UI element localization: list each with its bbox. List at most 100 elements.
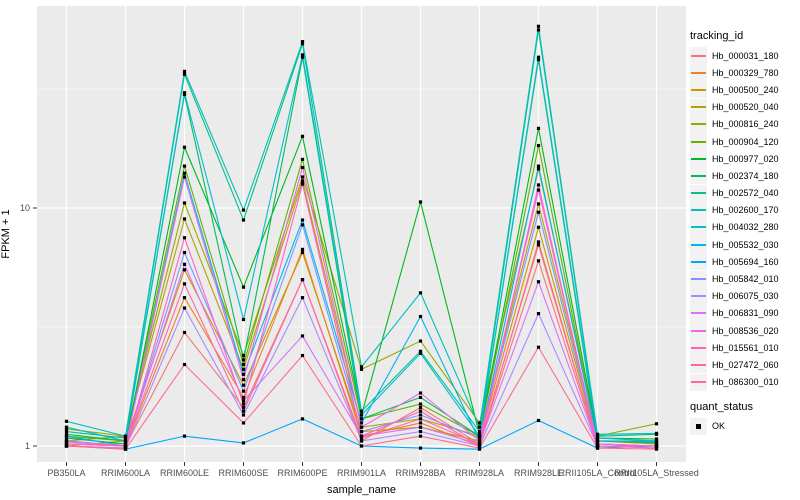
data-point (477, 446, 482, 450)
legend-line-swatch (691, 174, 706, 177)
data-point (359, 425, 364, 429)
data-point (241, 395, 246, 400)
legend-line-swatch (691, 226, 706, 229)
x-tick-label: RRIM600PE (277, 468, 327, 478)
data-point (241, 409, 246, 413)
data-point (418, 425, 423, 429)
data-point (300, 334, 305, 338)
data-point (418, 200, 423, 204)
data-point (536, 126, 541, 131)
quant-entry: OK (690, 417, 800, 435)
data-point (182, 330, 187, 335)
data-point (123, 447, 128, 451)
legend-line-swatch (691, 295, 706, 298)
data-point (300, 55, 305, 59)
legend-key-line-icon (690, 201, 707, 219)
data-point (418, 446, 423, 450)
legend-entries: Hb_000031_180 Hb_000329_780 Hb_000500_240 H… (690, 47, 800, 391)
y-tick-label: 1 (25, 441, 30, 451)
data-point (359, 409, 364, 413)
data-point (64, 436, 69, 440)
legend-line-swatch (691, 192, 706, 195)
legend-label: Hb_005532_030 (712, 239, 779, 250)
data-point (536, 24, 541, 28)
legend-key-line-icon (690, 150, 707, 168)
data-point (536, 225, 541, 229)
x-tick-label: RRII105LA_Control (558, 468, 636, 478)
data-point (477, 439, 482, 443)
x-tick-label: RRIM928LA (455, 468, 504, 478)
data-point (241, 378, 246, 382)
data-point (536, 55, 541, 59)
legend-line-swatch (691, 140, 706, 143)
data-point (418, 429, 423, 434)
data-point (654, 431, 659, 435)
data-point (300, 53, 305, 57)
x-tick-label: RRII105LA_Stressed (614, 468, 699, 478)
legend-entry: Hb_000520_040 (690, 98, 800, 116)
data-point (477, 432, 482, 436)
data-point (595, 434, 600, 438)
data-point (182, 201, 187, 205)
legend-key-line-icon (690, 167, 707, 185)
data-point (300, 182, 305, 186)
data-point (536, 143, 541, 148)
legend-label: Hb_002374_180 (712, 170, 779, 181)
x-tick-label: RRIM600SE (218, 468, 268, 478)
legend-key-line-icon (690, 270, 707, 288)
data-point (300, 157, 305, 162)
legend-key-line-icon (690, 115, 707, 133)
legend-key-line-icon (690, 253, 707, 271)
data-point (536, 167, 541, 171)
legend-label: Hb_000520_040 (712, 102, 779, 113)
data-point (300, 175, 305, 179)
data-point (477, 444, 482, 448)
data-point (359, 417, 364, 421)
data-point (536, 183, 541, 187)
legend-line-swatch (691, 363, 706, 366)
data-point (123, 436, 128, 440)
legend-entry: Hb_002600_170 (690, 201, 800, 219)
legend-label: Hb_000816_240 (712, 119, 779, 130)
data-point (300, 165, 305, 170)
data-point (300, 296, 305, 300)
data-point (123, 442, 128, 446)
data-point (300, 42, 305, 46)
data-point (64, 440, 69, 444)
data-point (182, 91, 187, 95)
data-point (536, 58, 541, 62)
data-point (595, 436, 600, 440)
legend-label: Hb_005694_160 (712, 256, 779, 267)
data-point (536, 164, 541, 168)
data-point (64, 419, 69, 423)
legend-label: Hb_004032_280 (712, 222, 779, 233)
legend-key-line-icon (690, 236, 707, 254)
data-point (241, 317, 246, 322)
legend-entry: Hb_004032_280 (690, 218, 800, 236)
data-point (241, 358, 246, 362)
data-point (241, 372, 246, 376)
legend-entry: Hb_027472_060 (690, 356, 800, 374)
data-point (536, 210, 541, 214)
data-point (418, 339, 423, 343)
legend-key-line-icon (690, 322, 707, 340)
data-point (123, 434, 128, 438)
data-point (654, 437, 659, 441)
data-point (595, 439, 600, 443)
data-point (536, 259, 541, 263)
data-point (300, 223, 305, 227)
legend-entry: Hb_015561_010 (690, 339, 800, 357)
data-point (418, 402, 423, 406)
data-point (64, 427, 69, 431)
data-point (536, 188, 541, 192)
data-point (182, 92, 187, 97)
legend-key-line-icon (690, 304, 707, 322)
legend-line-swatch (691, 381, 706, 384)
data-point (536, 312, 541, 316)
data-point (182, 434, 187, 438)
x-tick-label: RRIM600LE (160, 468, 209, 478)
legend-line-swatch (691, 157, 706, 160)
data-point (536, 202, 541, 206)
legend-entry: Hb_000329_780 (690, 64, 800, 82)
